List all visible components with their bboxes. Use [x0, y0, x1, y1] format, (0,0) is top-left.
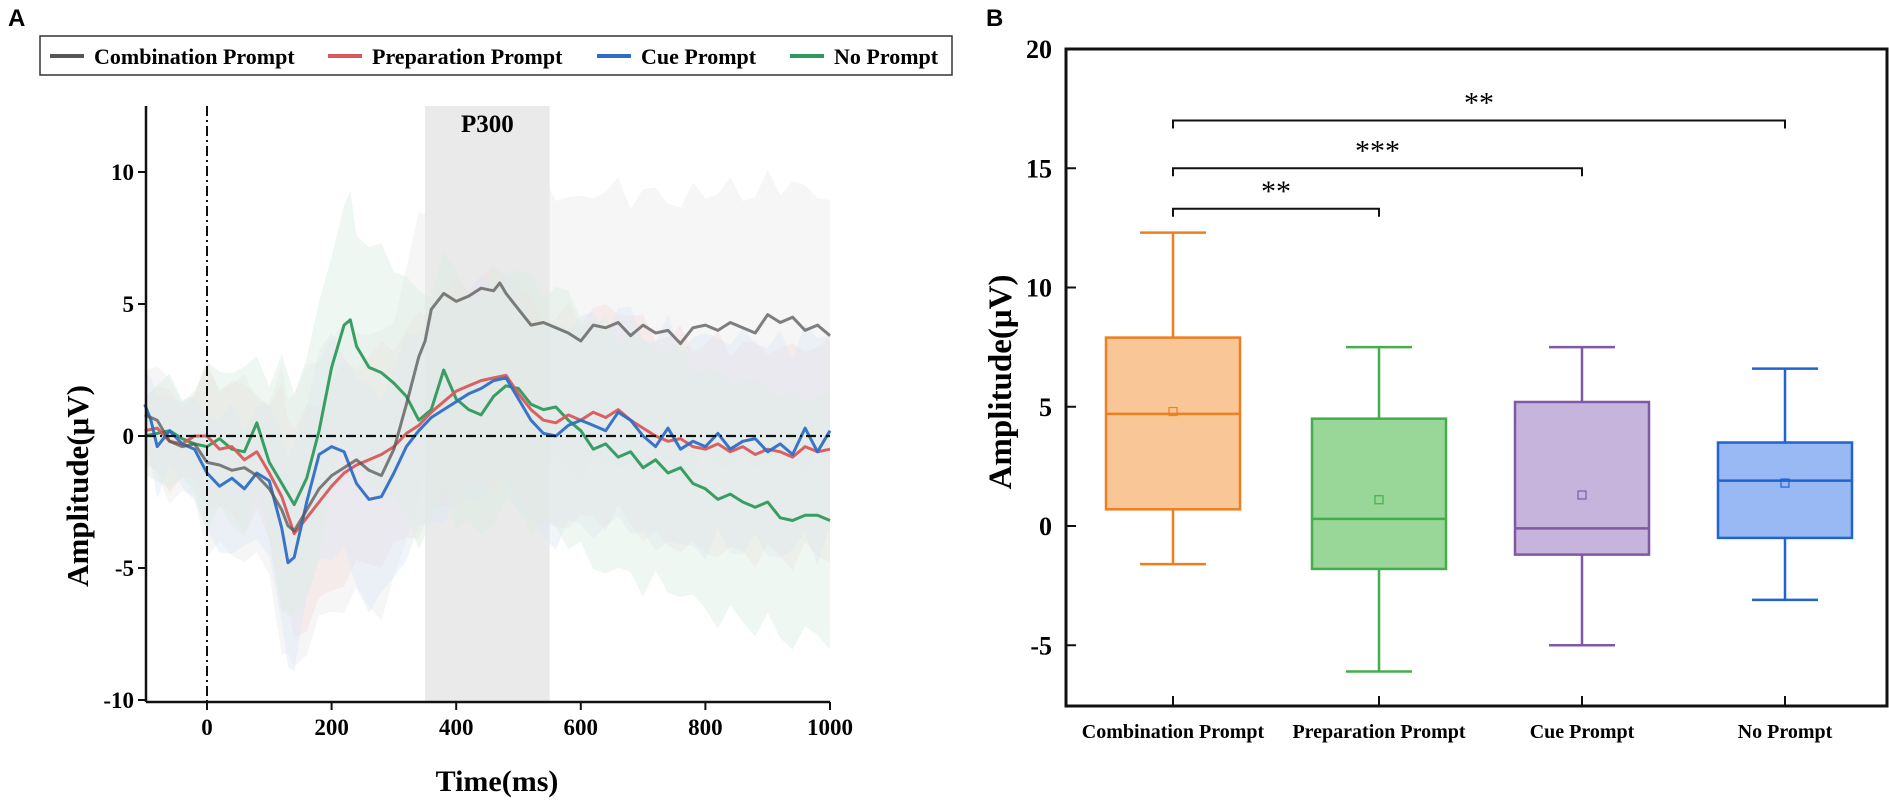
erp-series-lines — [143, 281, 832, 565]
erp-x-tick-label: 400 — [439, 715, 474, 740]
box-y-tick-label: 0 — [1039, 512, 1052, 541]
erp-y-tick-label: 0 — [123, 424, 135, 449]
line-preparation-prompt — [144, 373, 831, 536]
box-cue-prompt — [1513, 345, 1651, 647]
mean-marker — [1577, 490, 1587, 500]
box-axes: -5 0 5 10 15 20 Combination Prompt Preparation … — [1026, 35, 1833, 743]
box-y-tick-label: -5 — [1030, 631, 1052, 660]
box-x-tick-label-preparation-prompt: Preparation Prompt — [1292, 721, 1465, 743]
box-x-tick-label-cue-prompt: Cue Prompt — [1530, 721, 1635, 743]
erp-y-tick-label: -10 — [103, 688, 134, 713]
erp-y-tick-label: 5 — [123, 292, 135, 317]
box-y-tick-label: 5 — [1039, 393, 1052, 422]
box-y-axis-title: Amplitude(μV) — [983, 275, 1019, 490]
box-x-tick-label-combination-prompt: Combination Prompt — [1082, 721, 1265, 743]
erp-y-axis-title: Amplitude(μV) — [60, 385, 95, 587]
significance-bracket — [1172, 207, 1380, 217]
interquartile-box — [1104, 336, 1242, 511]
significance-bracket — [1172, 119, 1786, 129]
band-preparation-prompt — [144, 264, 830, 638]
interquartile-box — [1513, 400, 1651, 556]
significance-stars: *** — [1355, 134, 1400, 167]
box-no-prompt — [1716, 367, 1854, 602]
box-y-tick-label: 10 — [1026, 274, 1052, 303]
erp-x-tick-label: 200 — [314, 715, 349, 740]
box-plot-frame — [1064, 47, 1889, 708]
erp-legend: Combination Prompt Preparation Prompt Cue … — [39, 35, 953, 76]
erp-x-tick-label: 1000 — [807, 715, 853, 740]
erp-x-tick-label: 0 — [201, 715, 213, 740]
reference-lines — [146, 106, 830, 702]
panel-label-b: B — [986, 5, 1003, 32]
box-y-tick-label: 20 — [1026, 35, 1052, 64]
erp-x-tick-label: 800 — [688, 715, 723, 740]
interquartile-box — [1716, 441, 1854, 540]
erp-line-chart: -10 -5 0 5 10 0 200 400 600 800 1000 P300 Combinat… — [39, 35, 953, 798]
interquartile-box — [1310, 417, 1448, 571]
legend-label-cue-prompt: Cue Prompt — [641, 44, 757, 69]
erp-y-tick-label: -5 — [115, 556, 134, 581]
erp-x-axis-title: Time(ms) — [436, 765, 559, 798]
box-y-tick-label: 15 — [1026, 154, 1052, 183]
line-cue-prompt — [143, 376, 832, 565]
p300-label: P300 — [461, 111, 514, 138]
box-preparation-prompt — [1310, 345, 1448, 673]
panel-label-a: A — [8, 5, 25, 32]
box-plots — [1104, 231, 1854, 673]
erp-y-tick-label: 10 — [111, 160, 134, 185]
legend-label-combination-prompt: Combination Prompt — [94, 44, 295, 69]
legend-label-no-prompt: No Prompt — [834, 44, 939, 69]
erp-x-tick-label: 600 — [564, 715, 599, 740]
significance-bracket — [1172, 167, 1583, 177]
mean-marker — [1168, 406, 1178, 417]
erp-axes: -10 -5 0 5 10 0 200 400 600 800 1000 — [103, 106, 853, 740]
box-combination-prompt — [1104, 231, 1242, 566]
significance-brackets: ******* — [1172, 87, 1786, 217]
band-no-prompt — [144, 190, 830, 650]
mean-marker — [1780, 478, 1790, 488]
box-x-tick-label-no-prompt: No Prompt — [1738, 721, 1833, 743]
band-cue-prompt — [144, 273, 830, 671]
significance-stars: ** — [1464, 87, 1494, 120]
significance-stars: ** — [1261, 175, 1291, 208]
mean-marker — [1374, 495, 1384, 505]
legend-label-preparation-prompt: Preparation Prompt — [372, 44, 563, 69]
line-combination-prompt — [144, 281, 831, 533]
amplitude-box-chart: -5 0 5 10 15 20 Combination Prompt Preparation … — [983, 35, 1889, 743]
